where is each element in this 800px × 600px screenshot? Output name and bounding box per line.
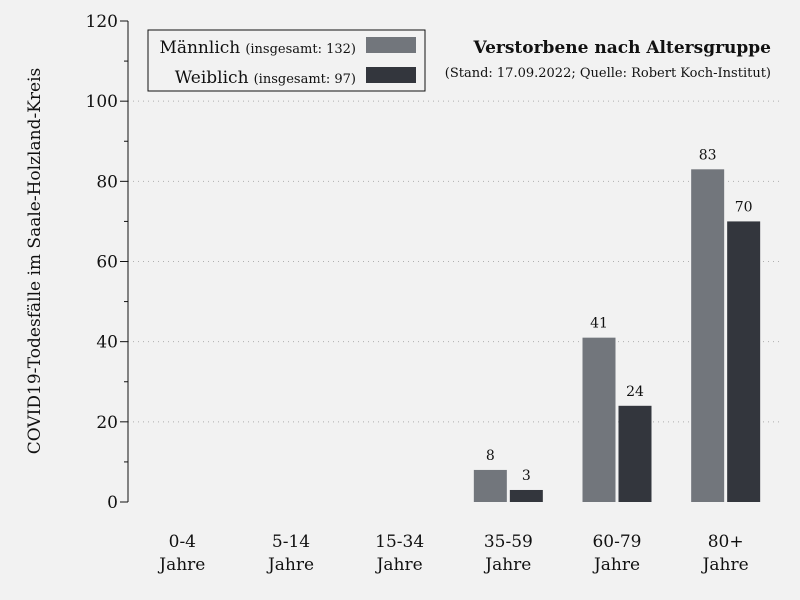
data-label: 3 bbox=[522, 468, 531, 484]
legend-series-2-swatch bbox=[366, 67, 416, 83]
x-category-label: 80+ Jahre bbox=[701, 532, 749, 575]
chart-subtitle: (Stand: 17.09.2022; Quelle: Robert Koch-… bbox=[445, 66, 771, 81]
legend: Männlich (insgesamt: 132) Weiblich (insg… bbox=[147, 29, 426, 92]
bar-weiblich-5 bbox=[727, 221, 761, 502]
bars-layer bbox=[473, 169, 761, 502]
legend-series-1-total: (insgesamt: 132) bbox=[245, 42, 356, 57]
y-tick-label: 20 bbox=[96, 413, 118, 433]
y-axis: 0 20 40 60 80 100 120 bbox=[86, 12, 129, 513]
x-category-label: 35-59 Jahre bbox=[483, 532, 533, 575]
x-category-label: 60-79 Jahre bbox=[592, 532, 642, 575]
bar-männlich-5 bbox=[691, 169, 725, 502]
grid-layer bbox=[128, 100, 780, 423]
data-label: 83 bbox=[699, 147, 717, 163]
data-label: 24 bbox=[626, 384, 644, 400]
x-category-label: 5-14 Jahre bbox=[266, 532, 314, 575]
chart-title: Verstorbene nach Altersgruppe bbox=[472, 38, 771, 58]
y-tick-label: 100 bbox=[86, 92, 118, 112]
x-category-label: 0-4 Jahre bbox=[157, 532, 205, 575]
legend-series-2-total: (insgesamt: 97) bbox=[254, 72, 356, 87]
bar-weiblich-3 bbox=[509, 489, 543, 502]
x-category-label: 15-34 Jahre bbox=[375, 532, 425, 575]
legend-series-1-name: Männlich bbox=[159, 38, 240, 58]
y-tick-label: 120 bbox=[86, 12, 118, 32]
y-axis-title: COVID19-Todesfälle im Saale-Holzland-Kre… bbox=[25, 68, 45, 455]
legend-series-2-label: Weiblich (insgesamt: 97) bbox=[175, 68, 356, 88]
bar-weiblich-4 bbox=[618, 405, 652, 502]
legend-series-1-swatch bbox=[366, 37, 416, 53]
y-tick-label: 0 bbox=[107, 493, 118, 513]
x-axis-labels: 0-4 Jahre 5-14 Jahre 15-34 Jahre 35-59 Jahre 60-… bbox=[157, 532, 748, 575]
y-tick-label: 80 bbox=[96, 172, 118, 192]
data-label: 70 bbox=[735, 199, 753, 215]
bar-männlich-3 bbox=[473, 469, 507, 502]
legend-series-1-label: Männlich (insgesamt: 132) bbox=[159, 38, 356, 58]
legend-series-2-name: Weiblich bbox=[175, 68, 249, 88]
y-tick-label: 60 bbox=[96, 253, 118, 273]
bar-männlich-4 bbox=[582, 337, 616, 502]
data-label: 8 bbox=[486, 448, 495, 464]
y-tick-label: 40 bbox=[96, 333, 118, 353]
data-label: 41 bbox=[590, 316, 608, 332]
